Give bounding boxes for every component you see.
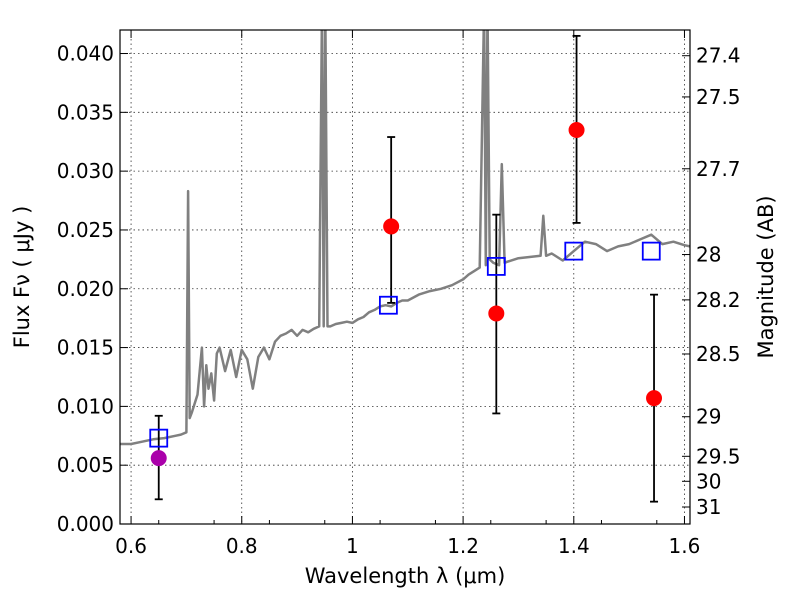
y-tick-label: 0.040: [57, 42, 114, 66]
right-tick-label: 28: [696, 243, 721, 267]
right-tick-label: 29.5: [696, 444, 741, 468]
observed-point-red: [646, 390, 663, 407]
x-tick-label: 0.8: [226, 534, 258, 558]
model-square-marker: [149, 428, 169, 448]
y-tick-label: 0.025: [57, 218, 114, 242]
right-axis-label: Magnitude (AB): [754, 195, 778, 358]
x-tick-label: 1.4: [558, 534, 590, 558]
model-square-marker: [641, 241, 661, 261]
right-tick-label: 29: [696, 405, 721, 429]
y-tick-label: 0.015: [57, 336, 114, 360]
model-square-marker: [564, 241, 584, 261]
observed-point-magenta: [150, 450, 167, 467]
axis-ticks: 0.6 0.8 1 1.2 1.4 1.6 0.000 0.005 0.010 0.015 0.02…: [57, 30, 741, 558]
plot-data: [120, 30, 690, 446]
right-tick-label: 30: [696, 469, 721, 493]
observed-point-red: [383, 218, 400, 235]
right-tick-label: 28.5: [696, 342, 741, 366]
right-tick-label: 28.2: [696, 288, 741, 312]
model-square-marker: [378, 295, 398, 315]
right-tick-label: 27.4: [696, 44, 741, 68]
y-tick-label: 0.000: [57, 512, 114, 536]
right-tick-label: 27.5: [696, 85, 741, 109]
data-markers: [149, 34, 663, 503]
observed-point-red: [488, 305, 505, 322]
model-spectrum-line: [120, 30, 690, 446]
y-tick-label: 0.020: [57, 277, 114, 301]
x-tick-label: 0.6: [115, 534, 147, 558]
model-square-marker: [486, 257, 506, 276]
y-tick-label: 0.035: [57, 100, 114, 124]
x-tick-label: 1.6: [669, 534, 701, 558]
observed-point-red: [568, 121, 585, 138]
y-tick-label: 0.030: [57, 159, 114, 183]
x-axis-label: Wavelength λ (μm): [305, 564, 506, 588]
right-tick-label: 31: [696, 495, 721, 519]
y-tick-label: 0.005: [57, 453, 114, 477]
grid-lines: [120, 30, 690, 525]
plot-frame: [119, 29, 691, 525]
x-tick-label: 1.2: [447, 534, 479, 558]
right-tick-label: 27.7: [696, 157, 741, 181]
y-tick-label: 0.010: [57, 394, 114, 418]
x-tick-label: 1: [346, 534, 359, 558]
y-axis-label: Flux Fν ( μJy ): [10, 206, 34, 349]
